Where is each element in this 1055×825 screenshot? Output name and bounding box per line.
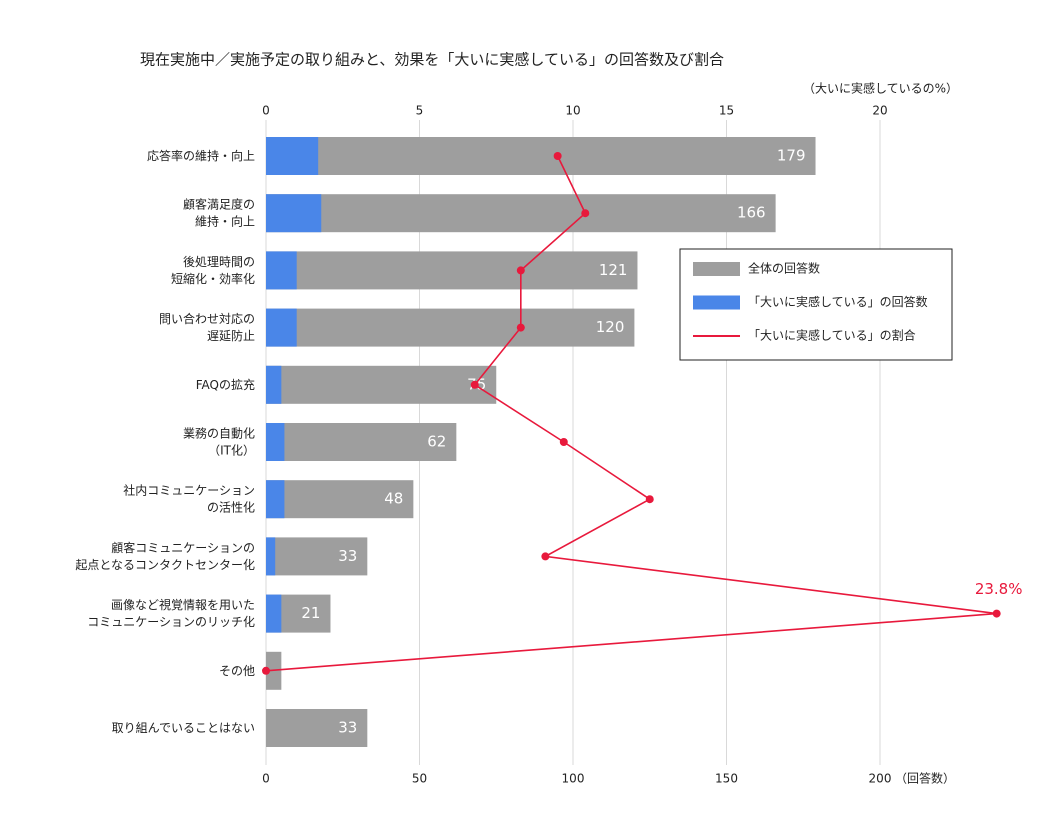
x2-tick-label: 5 <box>416 104 424 118</box>
bar-sub <box>266 137 319 175</box>
category-label: 後処理時間の短縮化・効率化 <box>171 254 255 285</box>
bottom-axis-label: （回答数） <box>895 771 955 786</box>
category-label: 画像など視覚情報を用いたコミュニケーションのリッチ化 <box>87 597 255 629</box>
bar <box>266 537 368 576</box>
ratio-point <box>516 266 525 275</box>
category-label: 顧客コミュニケーションの起点となるコンタクトセンター化 <box>75 539 255 571</box>
legend-label: 全体の回答数 <box>748 261 820 276</box>
bar-sub <box>266 308 297 347</box>
category-label: 顧客満足度の維持・向上 <box>183 196 255 228</box>
bar <box>266 308 635 347</box>
ratio-point <box>559 438 568 446</box>
bar-sub <box>266 365 282 404</box>
value-label: 33 <box>338 547 357 565</box>
category-label: 社内コミュニケーションの活性化 <box>123 482 255 514</box>
bar-sub <box>266 480 285 519</box>
category-label: 応答率の維持・向上 <box>147 148 255 163</box>
x2-tick-label: 15 <box>719 104 734 118</box>
value-label: 179 <box>777 147 806 165</box>
ratio-line <box>265 155 997 672</box>
bar <box>266 365 497 404</box>
ratio-point <box>541 552 550 561</box>
top-axis-label: （大いに実感しているの%） <box>803 81 958 96</box>
x-tick-label: 200 <box>869 772 892 786</box>
ratio-point <box>516 323 525 332</box>
x2-tick-label: 20 <box>872 104 887 118</box>
bar-sub <box>266 594 282 633</box>
bar <box>266 423 457 461</box>
ratio-point <box>470 380 479 389</box>
value-label: 33 <box>338 719 357 737</box>
bar <box>266 137 816 175</box>
ratio-point <box>992 609 1001 618</box>
category-label: その他 <box>219 663 255 677</box>
chart-title: 現在実施中／実施予定の取り組みと、効果を「大いに実感している」の回答数及び割合 <box>140 51 724 69</box>
category-label: 取り組んでいることはない <box>112 721 255 735</box>
value-label: 120 <box>596 318 625 336</box>
ratio-label: 23.8% <box>975 580 1023 598</box>
bar <box>266 194 776 233</box>
legend-label: 「大いに実感している」の回答数 <box>748 294 928 309</box>
x-tick-label: 100 <box>562 772 585 786</box>
value-label: 21 <box>301 604 320 622</box>
x-tick-label: 150 <box>715 772 738 786</box>
value-label: 166 <box>737 204 766 222</box>
bar <box>266 709 368 747</box>
x2-tick-label: 0 <box>262 104 270 118</box>
value-label: 121 <box>599 261 628 279</box>
x2-tick-label: 10 <box>565 104 580 118</box>
x-tick-label: 0 <box>262 772 270 786</box>
legend-swatch <box>693 262 740 276</box>
bar-sub <box>266 194 322 233</box>
value-label: 62 <box>427 433 446 451</box>
bar-sub <box>266 537 276 576</box>
ratio-point <box>262 666 270 675</box>
ratio-point <box>581 209 590 218</box>
x-tick-label: 50 <box>412 772 427 786</box>
category-label: FAQの拡充 <box>196 376 255 391</box>
category-label: 業務の自動化（IT化） <box>183 426 255 457</box>
bar <box>266 251 638 290</box>
bar <box>266 480 414 519</box>
value-label: 48 <box>384 490 403 508</box>
bar-sub <box>266 251 297 290</box>
ratio-point <box>645 495 654 504</box>
category-label: 問い合わせ対応の遅延防止 <box>159 311 255 343</box>
bar-sub <box>266 423 285 461</box>
ratio-point <box>553 152 562 160</box>
legend-label: 「大いに実感している」の割合 <box>748 328 916 343</box>
legend-swatch <box>693 295 740 310</box>
